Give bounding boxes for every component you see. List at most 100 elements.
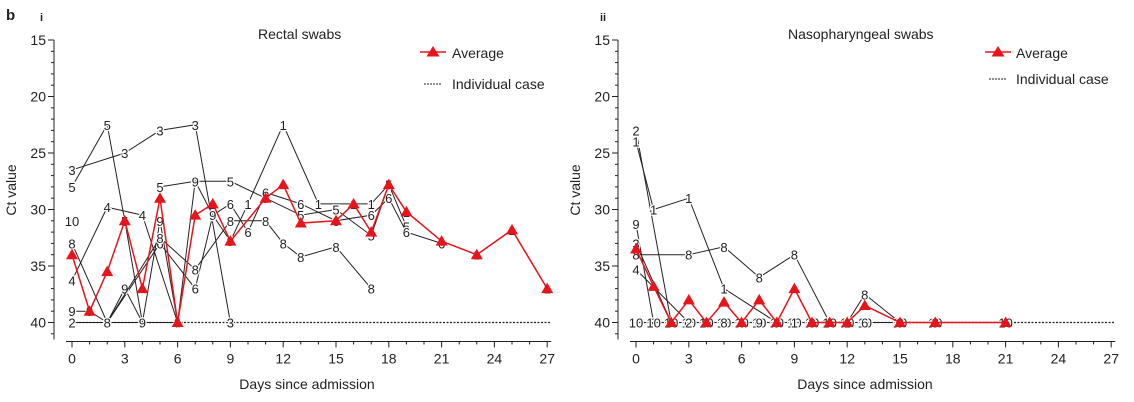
chart-panel-nasopharyngeal: ii Nasopharyngeal swabs Ct value Days si… [567,12,1119,392]
average-point [330,214,342,226]
average-point [206,197,219,209]
case-point-label: 8 [156,231,163,246]
case-point-label: 6 [385,191,392,206]
y-axis-label: Ct value [3,164,19,216]
x-tick-label: 12 [275,350,291,366]
case-point-label: 9 [192,174,199,189]
case-point-label: 6 [861,316,868,331]
case-point-label: 2 [68,316,75,331]
average-point [735,316,748,327]
case-point-label: 8 [720,316,727,331]
case-point-label: 9 [756,316,763,331]
plot-area: 1520253035400369121518212427221111199988… [594,32,1119,366]
case-point-label: 8 [368,282,375,297]
average-point [400,205,413,217]
average-point [506,223,518,235]
average-point [823,316,836,327]
case-point-label: 3 [68,163,75,178]
case-point-label: 8 [756,270,763,285]
case-point-label: 6 [403,225,410,240]
average-point [470,248,483,260]
legend-average-marker [991,46,1005,57]
x-axis-label: Days since admission [797,376,932,392]
case-line-8 [846,293,901,323]
case-point-label: 1 [368,197,375,212]
case-point-label: 9 [68,304,75,319]
average-point [382,178,395,190]
average-point [277,178,290,190]
average-point [665,316,678,327]
x-tick-label: 9 [227,350,235,366]
case-point-label: 10 [752,316,766,331]
case-point-label: 1 [280,118,287,133]
case-line-4 [71,206,179,323]
legend-average-label: Average [452,45,504,61]
case-point-label: 8 [227,214,234,229]
average-point [700,316,713,327]
average-point [753,293,766,305]
y-tick-label: 25 [594,145,610,161]
case-line-8 [636,246,831,323]
average-point [929,316,942,327]
y-tick-label: 35 [30,258,46,274]
case-point-label: 6 [297,197,304,212]
case-point-label: 5 [332,203,339,218]
x-tick-label: 3 [685,350,693,366]
chart-title: Rectal swabs [258,26,341,42]
case-point-label: 10 [787,316,801,331]
y-tick-label: 30 [30,202,46,218]
x-tick-label: 24 [1051,350,1067,366]
case-point-label: 6 [244,225,251,240]
average-point [718,296,730,307]
average-point [118,214,131,226]
case-point-label: 6 [368,208,375,223]
x-tick-label: 18 [381,350,397,366]
case-point-label: 4 [68,274,75,289]
y-tick-label: 40 [594,315,610,331]
case-point-label: 9 [209,208,216,223]
case-point-label: 3 [121,146,128,161]
average-point [894,316,906,327]
case-point-label: 8 [262,214,269,229]
case-point-label: 1 [244,197,251,212]
case-point-label: 1 [685,191,692,206]
x-tick-label: 24 [487,350,503,366]
x-tick-label: 3 [121,350,129,366]
average-point [365,226,378,237]
average-point [347,197,360,209]
average-point [999,316,1012,327]
y-tick-label: 25 [30,145,46,161]
case-point-label: 8 [68,236,75,251]
case-point-label: 8 [685,248,692,263]
x-tick-label: 27 [1103,350,1119,366]
case-point-label: 5 [68,180,75,195]
case-point-label: 8 [297,250,304,265]
case-point-label: 4 [104,200,111,215]
y-tick-label: 15 [594,32,610,48]
case-point-label: 8 [720,240,727,255]
case-line-2 [635,130,672,323]
average-point [647,280,660,291]
x-tick-label: 18 [945,350,961,366]
panel-label: i [40,12,43,24]
y-tick-label: 20 [594,89,610,105]
legend-average-label: Average [1016,45,1068,61]
average-point [154,192,166,203]
case-point-label: 1 [650,203,657,218]
case-point-label: 9 [121,282,128,297]
case-point-label: 8 [791,248,798,263]
x-tick-label: 6 [174,350,182,366]
average-point [83,305,96,316]
x-tick-label: 21 [998,350,1014,366]
x-tick-label: 6 [738,350,746,366]
average-point [806,316,818,327]
case-point-label: 10 [629,316,643,331]
legend-individual-label: Individual case [1016,71,1109,87]
case-line-3 [71,124,231,323]
panel-label: ii [600,12,606,24]
case-point-label: 1 [720,282,727,297]
average-point [682,293,695,305]
case-point-label: 4 [632,262,639,277]
y-axis-label: Ct value [567,164,583,216]
